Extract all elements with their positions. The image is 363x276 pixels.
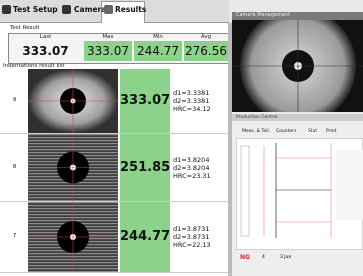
tab[interactable]: Camera [74,5,106,14]
production-title: Production Control [236,115,278,120]
column-header: Min [134,34,182,40]
tab-icon [2,5,11,14]
stat-chart [236,138,363,250]
row-detail: d1=3.8731 [173,225,209,233]
tab[interactable]: Stat [306,129,319,134]
row-detail: HRC=34.12 [173,105,211,113]
row-detail: d2=3.3381 [173,97,209,105]
indent-image [28,69,118,133]
row-index: 8 [13,164,16,170]
column-header: Max [84,34,132,40]
column-header: Avg [184,34,228,40]
row-value: 244.77 [120,229,170,244]
row-detail: d2=3.8731 [173,233,209,241]
result-value: 276.56 [184,41,228,61]
tab[interactable]: Print [326,129,336,134]
row-value: 333.07 [120,93,170,108]
tab[interactable]: Results [115,5,146,14]
tab[interactable]: Test Setup [13,5,58,14]
result-value: 244.77 [134,41,182,61]
row-value: 251.85 [120,160,170,175]
row-index: 9 [13,97,16,103]
row-detail: d1=3.3381 [173,89,209,97]
tab-icon [62,5,71,14]
row-detail: d1=3.8204 [173,156,209,164]
date: 3 Jun [280,255,291,260]
camera-title: Camera Management [236,12,290,18]
tab-icon [104,5,113,14]
tab[interactable]: Counters [276,129,296,134]
indent-image [28,202,118,272]
screen: Test Setup Camera Results Test Result In… [0,0,363,276]
row-detail: HRC=22.13 [173,241,211,249]
row-detail: HRC=23.31 [173,172,211,180]
row-index: 7 [13,233,16,239]
count: 4 [262,255,265,260]
indent-image [28,134,118,201]
result-value: 333.07 [84,41,132,61]
section-title: Test Result [10,25,40,31]
status: NG [240,254,250,261]
row-divider [0,272,228,273]
result-value: 333.07 [9,41,82,61]
row-detail: d2=3.8204 [173,164,209,172]
camera-view [232,20,363,112]
column-header: Last [9,34,82,40]
tab[interactable]: Meas. & Toll. [242,129,270,134]
